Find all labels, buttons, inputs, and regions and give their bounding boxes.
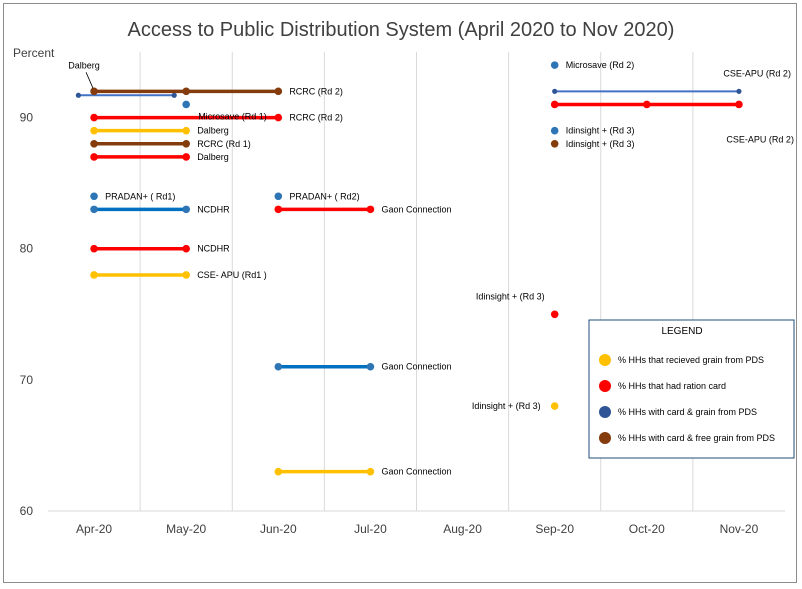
data-point — [274, 113, 283, 122]
data-point — [182, 140, 190, 148]
data-point — [274, 205, 283, 214]
data-point — [550, 126, 559, 135]
data-point — [274, 192, 283, 201]
legend-title: LEGEND — [661, 326, 702, 337]
data-point — [552, 88, 558, 94]
data-point — [90, 113, 98, 122]
data-point — [182, 244, 190, 253]
data-label: RCRC (Rd 2) — [289, 113, 343, 123]
data-point — [182, 100, 190, 109]
data-label: CSE-APU (Rd 2) — [723, 68, 791, 78]
data-label: PRADAN+ ( Rd2) — [289, 191, 359, 201]
x-tick-label: Jul-20 — [354, 522, 387, 536]
legend-items: % HHs that recieved grain from PDS % HHs … — [599, 354, 775, 444]
data-point — [90, 126, 98, 135]
data-point — [90, 153, 98, 161]
data-point — [90, 244, 98, 253]
data-point — [550, 100, 559, 109]
data-label: PRADAN+ ( Rd1) — [105, 191, 175, 201]
data-point — [182, 271, 190, 279]
y-tick-label: 80 — [20, 242, 34, 256]
y-tick-label: 70 — [20, 373, 34, 387]
legend-box — [588, 319, 795, 459]
data-label: Idinsight + (Rd 3) — [566, 126, 635, 136]
chart-frame — [3, 3, 797, 583]
data-label: Microsave (Rd 1) — [198, 111, 267, 121]
data-point — [550, 140, 559, 148]
data-point — [736, 88, 742, 94]
data-point — [90, 140, 98, 148]
legend-marker — [599, 380, 611, 392]
data-label: RCRC (Rd 2) — [289, 86, 343, 96]
data-point — [550, 402, 559, 410]
data-label: Idinsight + (Rd 3) — [476, 291, 545, 301]
data-label: Gaon Connection — [381, 204, 451, 214]
data-label: Microsave (Rd 2) — [566, 60, 635, 70]
data-point — [90, 205, 98, 214]
data-point — [643, 100, 651, 109]
y-axis-label: Percent — [13, 46, 55, 60]
x-tick-label: Apr-20 — [76, 522, 112, 536]
x-tick-label: Oct-20 — [629, 522, 665, 536]
data-label: Gaon Connection — [381, 467, 451, 477]
data-point — [90, 271, 98, 279]
data-point — [75, 92, 82, 98]
data-point — [274, 362, 283, 371]
data-label: NCDHR — [197, 204, 230, 214]
x-tick-label: May-20 — [166, 522, 206, 536]
legend-label: % HHs with card & free grain from PDS — [618, 433, 775, 443]
data-point — [550, 61, 559, 69]
data-label: Gaon Connection — [381, 362, 451, 372]
y-tick-label: 60 — [20, 504, 34, 518]
data-point — [90, 192, 98, 201]
x-tick-label: Jun-20 — [260, 522, 297, 536]
y-tick-label: 90 — [20, 111, 34, 125]
data-point — [366, 362, 375, 371]
data-label: CSE- APU (Rd1 ) — [197, 270, 267, 280]
legend-label: % HHs that recieved grain from PDS — [618, 355, 764, 365]
data-point — [182, 87, 190, 96]
legend-marker — [599, 354, 611, 366]
data-point — [182, 126, 190, 135]
data-label: NCDHR — [197, 244, 230, 254]
data-label: Dalberg — [197, 152, 229, 162]
chart-title: Access to Public Distribution System (Ap… — [128, 19, 675, 41]
data-point — [366, 467, 375, 476]
axes: 60 70 80 90 Apr-20 May-20 Jun-20 Jul-20 Aug-20 Se… — [20, 111, 785, 536]
x-tick-label: Sep-20 — [535, 522, 574, 536]
label-layer: Dalberg CSE- APU (Rd1 ) Gaon Connection Idi… — [68, 60, 794, 477]
data-label: RCRC (Rd 1) — [197, 139, 251, 149]
x-tick-label: Nov-20 — [720, 522, 759, 536]
x-tick-label: Aug-20 — [443, 522, 482, 536]
data-label: Idinsight + (Rd 3) — [566, 139, 635, 149]
series — [90, 126, 559, 476]
data-point — [90, 87, 98, 96]
data-label: Dalberg — [197, 126, 229, 136]
data-point — [182, 205, 190, 214]
annotation-leader — [85, 72, 94, 89]
data-point — [366, 205, 375, 214]
legend-label: % HHs that had ration card — [618, 381, 726, 391]
data-label: CSE-APU (Rd 2) — [726, 134, 794, 144]
legend-marker — [599, 432, 611, 444]
series — [90, 87, 559, 148]
data-point — [550, 310, 559, 319]
legend-label: % HHs with card & grain from PDS — [618, 407, 757, 417]
series-layer — [75, 61, 743, 476]
data-point — [274, 87, 283, 96]
series — [90, 100, 743, 319]
data-point — [182, 153, 190, 161]
data-point — [171, 92, 177, 98]
series — [75, 61, 742, 371]
annotation-label: Dalberg — [68, 60, 100, 70]
legend: LEGEND % HHs that recieved grain from PD… — [588, 319, 795, 459]
legend-marker — [599, 406, 611, 418]
data-point — [274, 467, 283, 476]
data-point — [735, 100, 743, 109]
data-label: Idinsight + (Rd 3) — [472, 401, 541, 411]
